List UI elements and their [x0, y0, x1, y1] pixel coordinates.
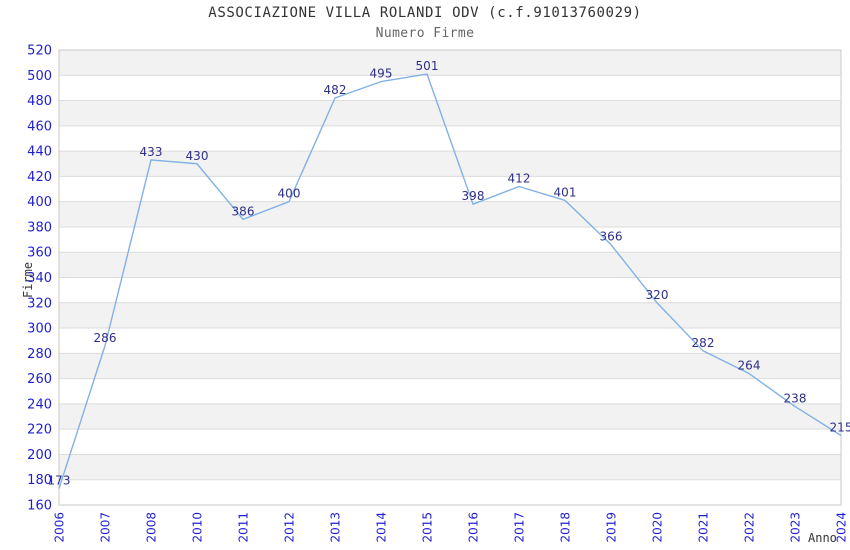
y-tick-label: 400 — [27, 195, 52, 210]
point-label: 320 — [646, 288, 669, 302]
alt-band — [59, 100, 841, 126]
y-tick-label: 240 — [27, 397, 52, 412]
y-tick-label: 200 — [27, 448, 52, 463]
point-label: 366 — [600, 230, 623, 244]
point-label: 386 — [232, 204, 255, 218]
y-tick-label: 420 — [27, 170, 52, 185]
x-tick-label: 2015 — [421, 512, 435, 543]
x-tick-label: 2019 — [605, 512, 619, 543]
point-label: 282 — [692, 336, 715, 350]
y-tick-label: 460 — [27, 119, 52, 134]
chart-subtitle: Numero Firme — [375, 26, 475, 41]
point-label: 215 — [830, 420, 850, 434]
y-tick-label: 380 — [27, 220, 52, 235]
x-tick-label: 2021 — [697, 512, 711, 543]
y-tick-label: 160 — [27, 499, 52, 514]
x-tick-label: 2006 — [53, 512, 67, 543]
alt-band — [59, 403, 841, 430]
y-tick-label: 340 — [27, 271, 52, 286]
x-tick-label: 2022 — [743, 512, 757, 543]
plot-border — [58, 49, 842, 506]
alt-band — [59, 50, 841, 76]
point-label: 238 — [784, 391, 807, 405]
point-label: 495 — [370, 67, 393, 81]
x-tick-label: 2023 — [789, 512, 803, 543]
y-tick-label: 280 — [27, 347, 52, 362]
x-tick-label: 2017 — [513, 512, 527, 543]
alt-band — [59, 454, 841, 480]
alt-band — [59, 201, 841, 227]
x-tick-label: 2016 — [467, 512, 481, 543]
y-tick-label: 500 — [27, 69, 52, 84]
point-label: 264 — [738, 359, 761, 373]
point-label: 173 — [48, 474, 71, 488]
x-tick-label: 2010 — [191, 512, 205, 543]
alt-band — [59, 353, 841, 379]
point-label: 401 — [554, 185, 577, 199]
x-tick-label: 2008 — [145, 512, 159, 543]
series-line — [58, 73, 842, 489]
y-tick-label: 360 — [27, 246, 52, 261]
y-tick-label: 300 — [27, 322, 52, 337]
x-tick-label: 2024 — [835, 512, 849, 543]
x-tick-label: 2013 — [329, 512, 343, 543]
y-tick-label: 260 — [27, 372, 52, 387]
alt-band — [59, 302, 841, 329]
point-label: 286 — [94, 331, 117, 345]
x-tick-label: 2018 — [559, 512, 573, 543]
point-label: 398 — [462, 189, 485, 203]
y-tick-label: 180 — [27, 473, 52, 488]
alt-band — [59, 252, 841, 278]
point-label: 501 — [416, 59, 439, 73]
point-label: 412 — [508, 172, 531, 186]
point-label: 433 — [140, 145, 163, 159]
x-tick-label: 2012 — [283, 512, 297, 543]
y-tick-label: 440 — [27, 145, 52, 160]
x-tick-label: 2014 — [375, 512, 389, 543]
x-tick-label: 2007 — [99, 512, 113, 543]
y-tick-label: 220 — [27, 423, 52, 438]
x-tick-label: 2011 — [237, 512, 251, 543]
point-label: 400 — [278, 187, 301, 201]
y-tick-label: 320 — [27, 296, 52, 311]
chart-title: ASSOCIAZIONE VILLA ROLANDI ODV (c.f.9101… — [208, 5, 642, 21]
y-tick-label: 520 — [27, 44, 52, 59]
point-label: 482 — [324, 83, 347, 97]
point-label: 430 — [186, 149, 209, 163]
x-axis-name: Anno — [808, 531, 837, 545]
x-tick-label: 2020 — [651, 512, 665, 543]
y-tick-label: 480 — [27, 94, 52, 109]
alt-band — [59, 151, 841, 177]
